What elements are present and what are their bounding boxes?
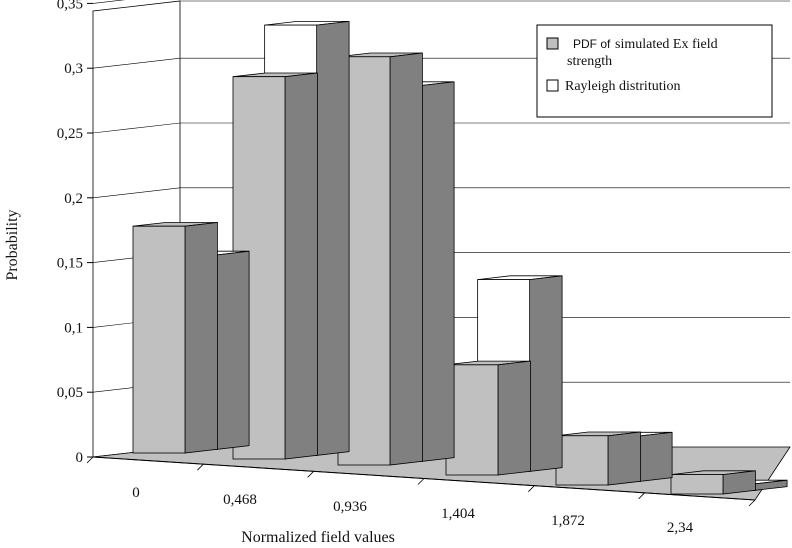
- bar-pdf-5-front: [670, 474, 724, 495]
- y-tick-labels: 0 0,05 0,1 0,15 0,2 0,25 0,3 0,35: [57, 0, 83, 466]
- y-axis-title: Probability: [4, 209, 21, 280]
- x-tick-label: 1,872: [551, 513, 585, 529]
- y-tick-label: 0: [76, 450, 84, 466]
- legend: PDF of simulated Ex field strength Rayle…: [536, 24, 773, 118]
- x-tick-mark: [528, 485, 535, 492]
- legend-swatch-rayleigh: [546, 79, 559, 92]
- x-tick-mark: [197, 463, 204, 471]
- y-tick-label: 0,2: [64, 191, 83, 207]
- bar-rayleigh-1-side: [316, 20, 350, 456]
- bars: [132, 20, 788, 495]
- x-tick-label: 0,468: [223, 492, 257, 508]
- y-tick-label: 0,15: [57, 256, 83, 272]
- legend-label-pdf-prefix: PDF of: [573, 37, 611, 51]
- x-tick-label: 0: [132, 485, 140, 501]
- y-tick-label: 0,05: [57, 385, 83, 401]
- bar-pdf-0: [132, 222, 218, 454]
- bar-pdf-2: [337, 52, 423, 466]
- gridline: [92, 0, 126, 4]
- x-tick-mark: [307, 471, 314, 478]
- x-tick-mark: [638, 492, 645, 500]
- bar-rayleigh-3-side: [529, 275, 563, 472]
- legend-box: [536, 24, 773, 118]
- legend-swatch-pdf: [546, 37, 559, 50]
- bar-rayleigh-4-side: [639, 431, 673, 482]
- y-tick-label: 0,25: [57, 126, 83, 142]
- x-tick-label: 1,404: [441, 506, 475, 522]
- legend-label-pdf-line2: strength: [567, 54, 612, 69]
- bar-pdf-4: [555, 431, 641, 486]
- x-tick-mark: [417, 478, 425, 485]
- x-tick-mark: [86, 456, 94, 464]
- bar-rayleigh-0-side: [216, 250, 250, 450]
- bar-pdf-0-side: [184, 222, 218, 454]
- bar-pdf-5: [670, 470, 756, 495]
- y-tick-label: 0,35: [57, 0, 83, 12]
- legend-label-pdf-main: simulated Ex field: [615, 37, 718, 52]
- bar-pdf-5-side: [722, 470, 756, 495]
- x-tick-labels: 0 0,468 0,936 1,404 1,872 2,34: [86, 456, 756, 536]
- x-tick-label: 0,936: [333, 499, 367, 515]
- bar-pdf-4-side: [607, 431, 641, 486]
- x-tick-label: 2,34: [667, 520, 694, 536]
- bar-pdf-3: [445, 360, 531, 476]
- y-tick-label: 0,3: [64, 61, 83, 77]
- x-axis-title: Normalized field values: [241, 529, 395, 546]
- bar-pdf-1-side: [284, 72, 318, 460]
- x-tick-mark: [748, 499, 756, 507]
- bar-pdf-3-side: [497, 360, 531, 476]
- gridline: [92, 187, 790, 199]
- y-tick-label: 0,1: [64, 320, 83, 336]
- bar-pdf-0-front: [132, 225, 186, 454]
- bar-pdf-2-side: [389, 52, 423, 466]
- gridline: [92, 122, 790, 134]
- bar-rayleigh-2-side: [421, 81, 455, 462]
- bar-pdf-3-front: [445, 364, 499, 476]
- legend-label-rayleigh: Rayleigh distritution: [565, 79, 681, 94]
- bar-pdf-4-front: [555, 435, 609, 486]
